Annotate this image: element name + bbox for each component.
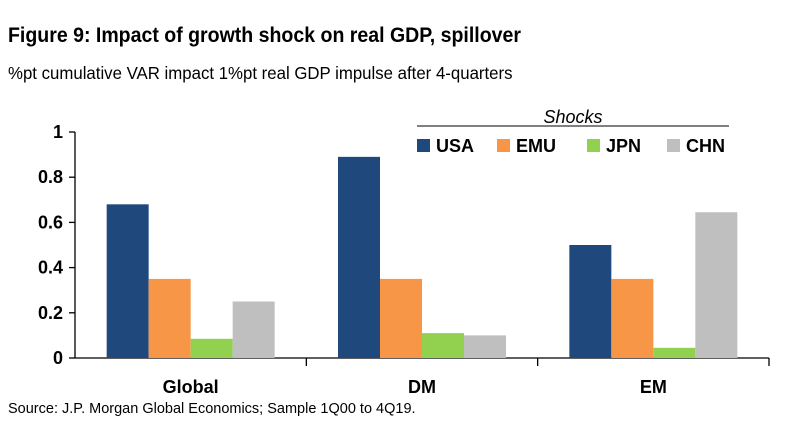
bar-emu-dm xyxy=(380,278,422,358)
bar-usa-global xyxy=(106,204,149,358)
y-tick-label: 0.2 xyxy=(38,303,63,323)
bar-jpn-dm xyxy=(422,333,464,358)
bar-usa-dm xyxy=(338,156,380,358)
bars xyxy=(106,156,738,358)
bar-emu-em xyxy=(611,278,654,358)
y-tick-label: 0.4 xyxy=(38,258,63,278)
bar-jpn-em xyxy=(653,347,696,358)
legend: Shocks USA EMU JPN CHN xyxy=(417,107,729,156)
y-tick-label: 0.6 xyxy=(38,212,63,232)
x-category-label: EM xyxy=(640,377,667,397)
bar-chn-global xyxy=(232,301,275,358)
x-category-label: DM xyxy=(408,377,436,397)
bar-emu-global xyxy=(148,278,191,358)
legend-label-jpn: JPN xyxy=(606,136,641,156)
y-tick-label: 1 xyxy=(53,122,63,142)
legend-swatch-usa xyxy=(417,139,430,152)
legend-label-emu: EMU xyxy=(516,136,556,156)
legend-label-chn: CHN xyxy=(686,136,725,156)
bar-chn-em xyxy=(695,212,738,358)
legend-swatch-chn xyxy=(667,139,680,152)
y-tick-label: 0 xyxy=(53,348,63,368)
bar-jpn-global xyxy=(190,338,233,358)
chart-subtitle: %pt cumulative VAR impact 1%pt real GDP … xyxy=(8,63,513,83)
legend-title: Shocks xyxy=(543,107,602,127)
bar-usa-em xyxy=(569,245,612,358)
legend-swatch-jpn xyxy=(587,139,600,152)
x-category-label: Global xyxy=(163,377,219,397)
legend-label-usa: USA xyxy=(436,136,474,156)
source-note: Source: J.P. Morgan Global Economics; Sa… xyxy=(8,401,416,417)
y-tick-label: 0.8 xyxy=(38,167,63,187)
legend-swatch-emu xyxy=(497,139,510,152)
bar-chn-dm xyxy=(464,335,506,358)
chart-title: Figure 9: Impact of growth shock on real… xyxy=(8,24,521,47)
